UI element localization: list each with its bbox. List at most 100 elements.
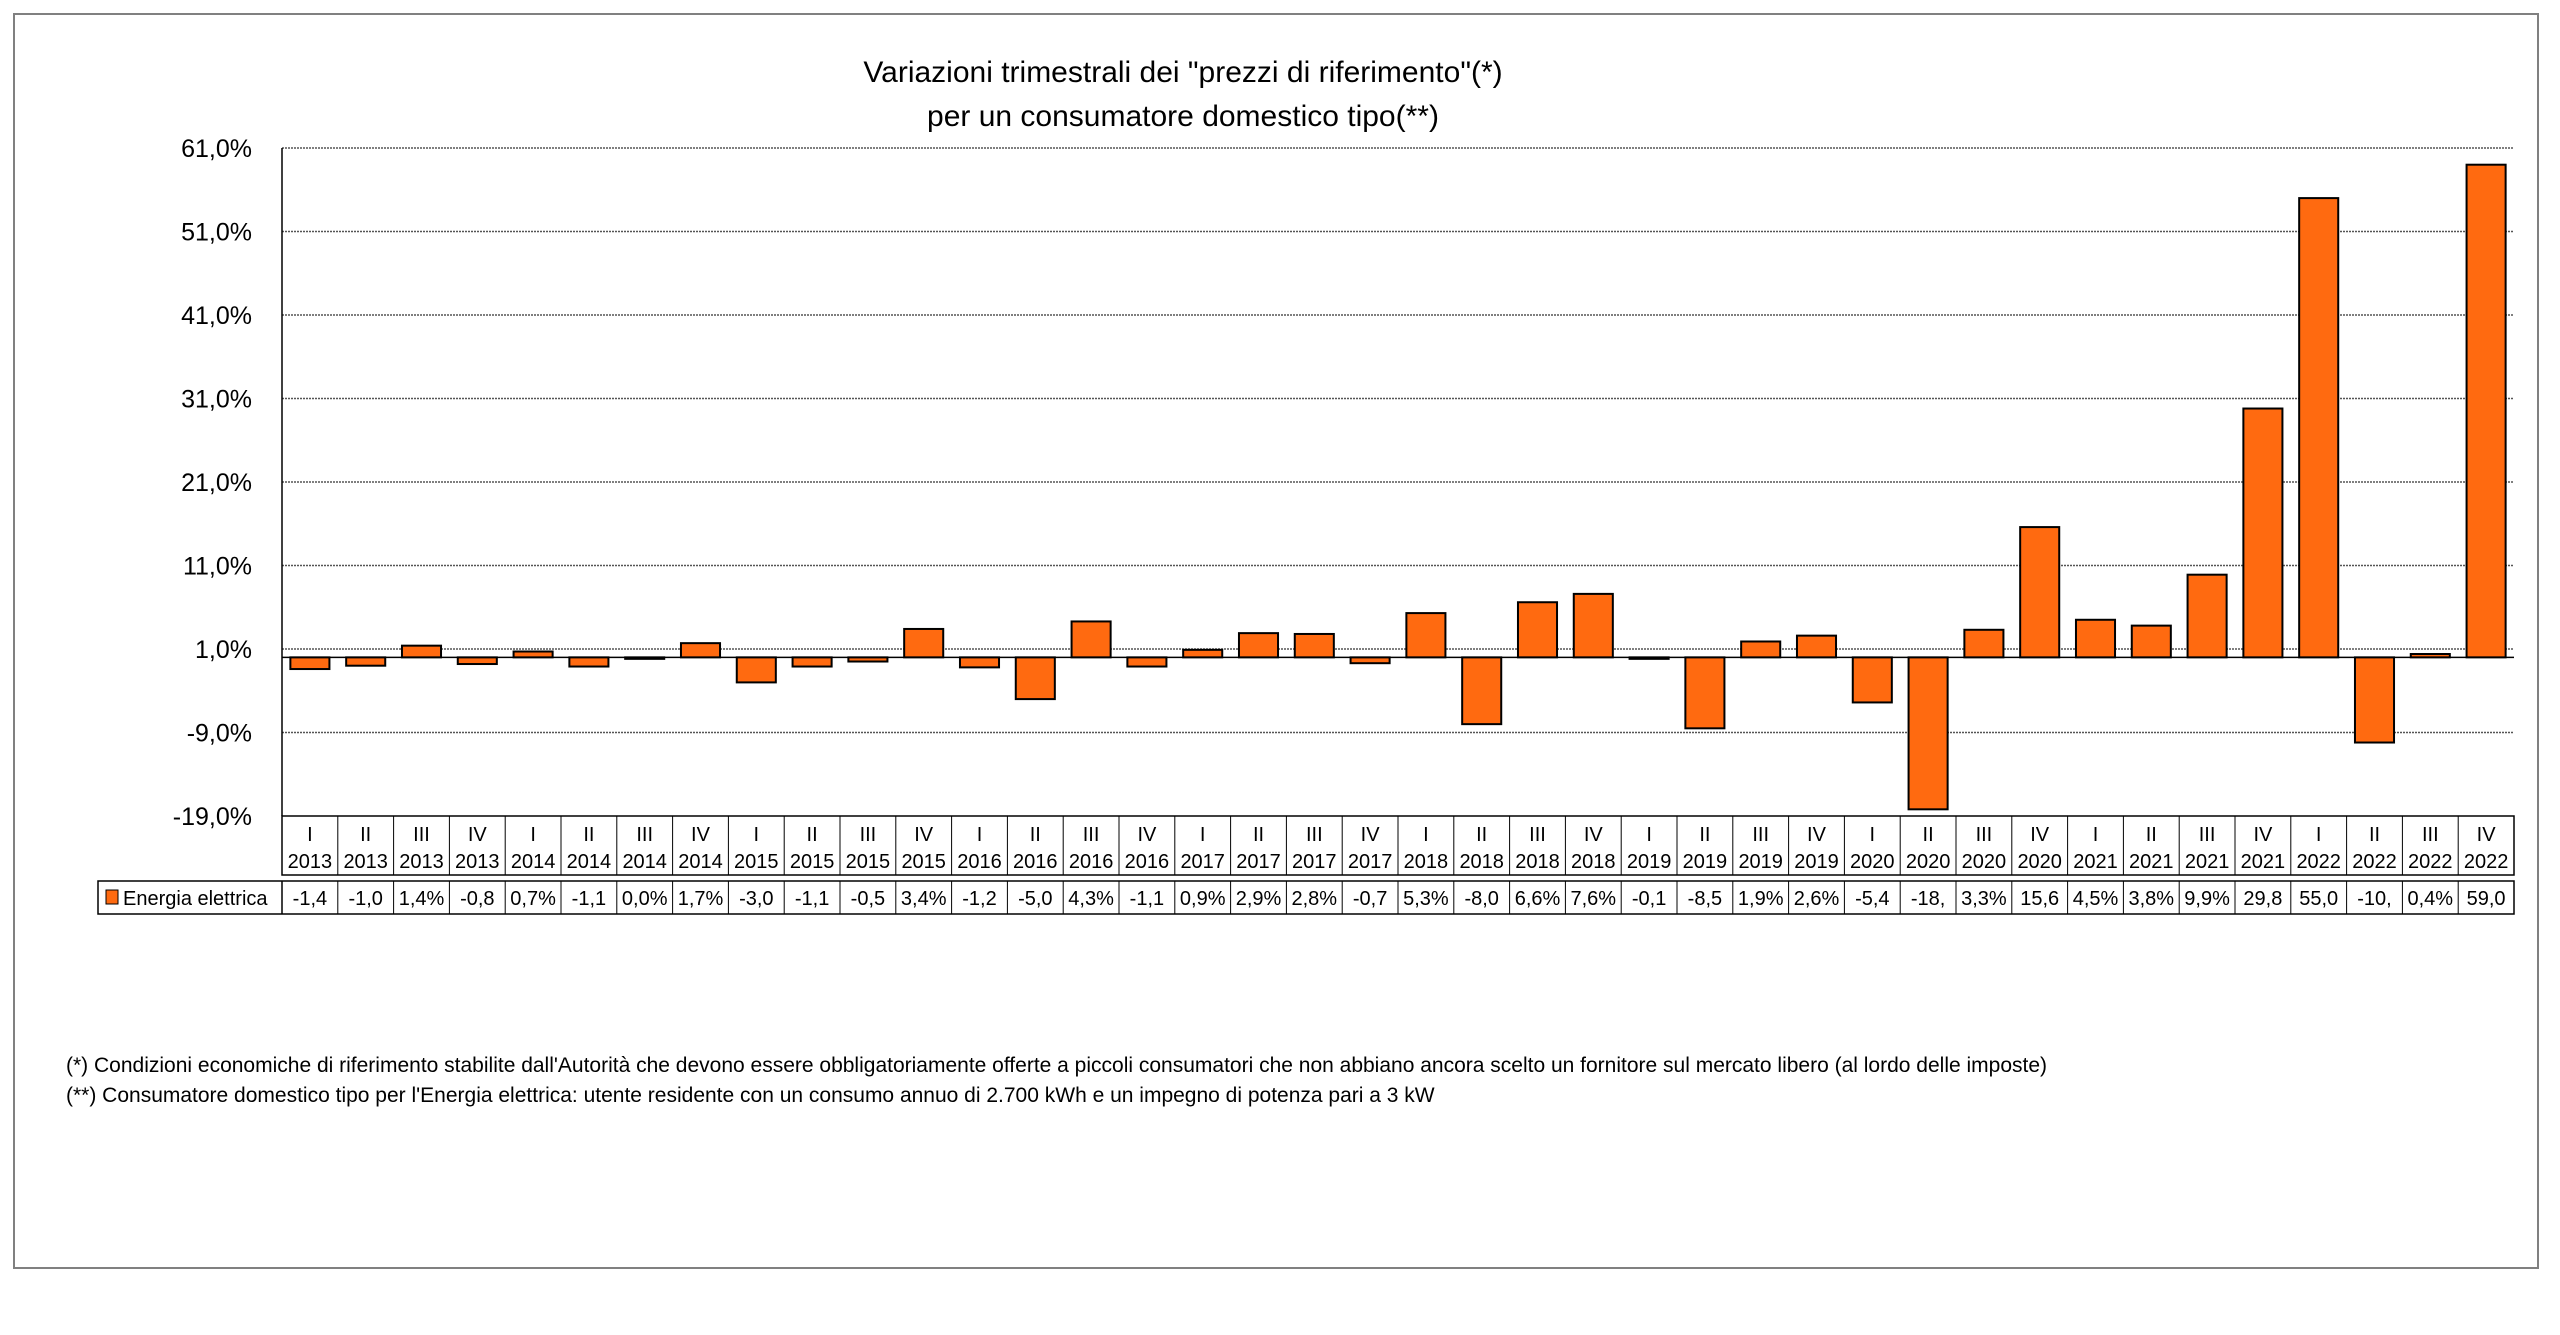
bar — [512, 650, 554, 659]
data-label: -1,0 — [348, 888, 382, 910]
year-label: 2014 — [622, 851, 667, 873]
year-label: 2015 — [901, 851, 946, 873]
legend-label: Energia elettrica — [123, 888, 268, 910]
footnote-1: (*) Condizioni economiche di riferimento… — [66, 1054, 2048, 1077]
quarter-label: III — [860, 824, 877, 846]
chart-frame — [13, 13, 2539, 1269]
data-label: 6,6% — [1515, 888, 1561, 910]
quarter-label: II — [1699, 824, 1710, 846]
quarter-label: I — [307, 824, 313, 846]
quarter-label: II — [1923, 824, 1934, 846]
data-label: -0,1 — [1632, 888, 1666, 910]
bar — [1740, 640, 1782, 659]
quarter-label: I — [2316, 824, 2322, 846]
year-label: 2020 — [2017, 851, 2062, 873]
year-label: 2018 — [1571, 851, 1616, 873]
bar — [2465, 163, 2507, 659]
year-label: 2014 — [567, 851, 612, 873]
year-label: 2022 — [2352, 851, 2397, 873]
year-label: 2013 — [399, 851, 444, 873]
data-label: 0,4% — [2408, 888, 2454, 910]
quarter-label: II — [2369, 824, 2380, 846]
bar — [2353, 656, 2396, 744]
bar — [903, 627, 945, 659]
year-label: 2020 — [1962, 851, 2007, 873]
data-label: 2,9% — [1236, 888, 1282, 910]
quarter-label: I — [1423, 824, 1429, 846]
bar — [2242, 407, 2284, 659]
data-label: 3,4% — [901, 888, 947, 910]
bar — [568, 656, 610, 668]
chart-title-line-2: per un consumatore domestico tipo(**) — [927, 100, 1439, 133]
year-label: 2013 — [343, 851, 388, 873]
year-label: 2021 — [2185, 851, 2230, 873]
quarter-label: IV — [2253, 824, 2273, 846]
year-label: 2016 — [957, 851, 1002, 873]
bar — [1182, 648, 1224, 659]
bar — [1963, 628, 2005, 659]
data-label: 1,9% — [1738, 888, 1784, 910]
quarter-label: III — [2422, 824, 2439, 846]
year-label: 2020 — [1850, 851, 1895, 873]
quarter-label: IV — [1807, 824, 1827, 846]
data-label: -1,1 — [1130, 888, 1164, 910]
bar — [1070, 620, 1112, 659]
bar — [958, 656, 1001, 669]
quarter-label: III — [2199, 824, 2216, 846]
year-label: 2017 — [1180, 851, 1225, 873]
year-label: 2022 — [2464, 851, 2509, 873]
year-label: 2014 — [678, 851, 723, 873]
bar — [1014, 656, 1056, 701]
bar — [679, 642, 722, 659]
data-label: -8,0 — [1464, 888, 1498, 910]
data-label: -10, — [2357, 888, 2391, 910]
data-label: 3,3% — [1961, 888, 2007, 910]
y-tick-label: 21,0% — [181, 469, 252, 497]
year-label: 2019 — [1738, 851, 1783, 873]
data-label: 59,0 — [2467, 888, 2506, 910]
bar — [2130, 624, 2172, 659]
data-label: -18, — [1911, 888, 1945, 910]
quarter-label: III — [1752, 824, 1769, 846]
bar — [456, 656, 498, 666]
y-tick-label: 51,0% — [181, 219, 252, 247]
year-label: 2014 — [511, 851, 556, 873]
data-label: -5,0 — [1018, 888, 1052, 910]
quarter-label: IV — [914, 824, 934, 846]
data-label: -1,4 — [293, 888, 327, 910]
bar — [1851, 656, 1893, 704]
bar — [1349, 656, 1391, 665]
data-label: 0,9% — [1180, 888, 1226, 910]
year-label: 2018 — [1459, 851, 1504, 873]
year-label: 2020 — [1906, 851, 1951, 873]
quarter-label: II — [1030, 824, 1041, 846]
quarter-label: IV — [468, 824, 488, 846]
data-label: -1,1 — [795, 888, 829, 910]
year-label: 2016 — [1125, 851, 1170, 873]
bar — [1126, 656, 1168, 668]
quarter-label: I — [530, 824, 536, 846]
year-label: 2018 — [1404, 851, 1449, 873]
quarter-label: IV — [2030, 824, 2050, 846]
table-row-border — [97, 880, 2515, 915]
data-label: 0,0% — [622, 888, 668, 910]
year-label: 2019 — [1794, 851, 1839, 873]
year-label: 2015 — [790, 851, 835, 873]
data-label: 1,4% — [399, 888, 445, 910]
data-label: 3,8% — [2129, 888, 2175, 910]
quarter-label: IV — [691, 824, 711, 846]
bar — [1572, 592, 1614, 659]
bar — [1293, 632, 1335, 659]
y-tick-label: 31,0% — [181, 386, 252, 414]
bar — [791, 656, 833, 668]
data-label: 2,8% — [1292, 888, 1338, 910]
year-label: 2015 — [846, 851, 891, 873]
bar — [400, 644, 443, 659]
legend-swatch — [105, 889, 119, 905]
data-label: -5,4 — [1855, 888, 1889, 910]
quarter-label: I — [754, 824, 760, 846]
data-label: -1,2 — [962, 888, 996, 910]
year-label: 2022 — [2408, 851, 2453, 873]
quarter-label: I — [977, 824, 983, 846]
bar — [735, 656, 777, 684]
